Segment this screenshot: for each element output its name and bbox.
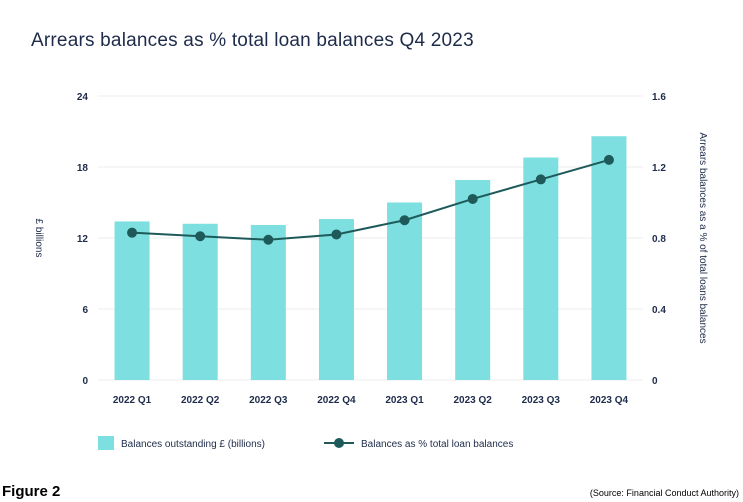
- bar: [182, 223, 218, 380]
- y-axis-title-left: £ billions: [33, 219, 44, 258]
- bar: [591, 136, 627, 380]
- y-axis-title-right: Arrears balances as a % of total loans b…: [697, 132, 708, 343]
- bar: [250, 224, 286, 380]
- y-tick-label-left: 12: [77, 234, 89, 245]
- line-point: [331, 229, 342, 240]
- x-tick-label: 2023 Q4: [590, 395, 629, 406]
- bar: [114, 221, 150, 380]
- combo-chart: 0 6 12 18 24 0 0.4 0.8 1.2 1.6 £ billions Arrears b…: [33, 92, 708, 450]
- y-tick-label-left: 0: [82, 376, 88, 387]
- x-tick-label: 2023 Q2: [454, 395, 493, 406]
- line-point: [535, 174, 546, 185]
- legend-label-line: Balances as % total loan balances: [361, 439, 513, 450]
- bar: [387, 202, 423, 380]
- x-tick-label: 2023 Q1: [385, 395, 424, 406]
- bar: [455, 180, 491, 380]
- y-tick-label-right: 1.2: [652, 163, 666, 174]
- y-tick-label-right: 0.4: [652, 305, 666, 316]
- line-point: [399, 215, 410, 226]
- figure-label: Figure 2: [2, 483, 61, 500]
- y-tick-label-left: 18: [77, 163, 89, 174]
- x-tick-label: 2022 Q1: [113, 395, 152, 406]
- line-point: [127, 227, 138, 238]
- line-point: [263, 234, 274, 245]
- legend-label-bars: Balances outstanding £ (billions): [121, 439, 265, 450]
- chart-title: Arrears balances as % total loan balance…: [31, 30, 474, 51]
- y-tick-label-right: 1.6: [652, 92, 666, 103]
- y-tick-label-left: 6: [82, 305, 88, 316]
- line-series: [132, 158, 610, 241]
- legend-marker-line: [334, 438, 344, 448]
- source-note: (Source: Financial Conduct Authority): [589, 488, 739, 498]
- y-tick-label-right: 0: [652, 376, 658, 387]
- bar: [523, 157, 559, 380]
- legend-swatch-bars: [98, 436, 114, 450]
- x-tick-label: 2022 Q2: [181, 395, 220, 406]
- x-tick-label: 2022 Q3: [249, 395, 288, 406]
- bar: [318, 219, 354, 380]
- line-point: [467, 193, 478, 204]
- line-point: [195, 231, 206, 242]
- y-tick-label-left: 24: [77, 92, 89, 103]
- x-tick-label: 2022 Q4: [317, 395, 356, 406]
- y-tick-label-right: 0.8: [652, 234, 666, 245]
- line-point: [603, 154, 614, 165]
- x-tick-label: 2023 Q3: [522, 395, 561, 406]
